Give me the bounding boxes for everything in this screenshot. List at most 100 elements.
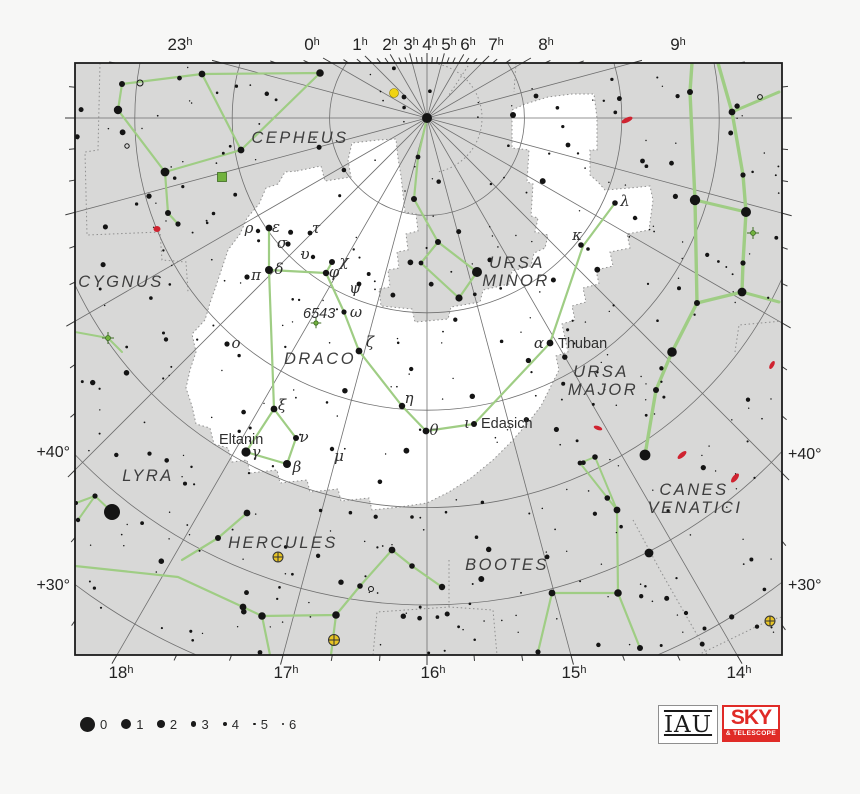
ra-label-top: 7h bbox=[488, 35, 504, 54]
background-star bbox=[731, 273, 734, 276]
background-star bbox=[669, 160, 674, 166]
background-star bbox=[338, 194, 342, 198]
border-tick bbox=[111, 654, 118, 664]
background-star bbox=[592, 511, 598, 516]
background-star bbox=[155, 571, 158, 573]
background-star bbox=[188, 533, 191, 536]
star-greek-label: χ bbox=[338, 252, 349, 270]
background-star bbox=[325, 401, 329, 404]
background-star bbox=[300, 253, 303, 256]
background-star bbox=[683, 610, 689, 616]
background-star bbox=[468, 602, 472, 606]
background-star bbox=[355, 236, 358, 239]
constellation-line bbox=[77, 495, 96, 521]
border-tick bbox=[521, 654, 524, 661]
ra-label-bottom: 16h bbox=[420, 663, 445, 682]
background-star bbox=[735, 488, 738, 490]
background-star bbox=[186, 524, 189, 526]
background-star bbox=[293, 389, 295, 391]
star bbox=[355, 347, 363, 355]
background-star bbox=[511, 105, 513, 107]
background-star bbox=[402, 105, 406, 110]
background-star bbox=[98, 387, 101, 390]
constellation-name-label: CEPHEUS bbox=[251, 129, 348, 147]
border-tick bbox=[436, 57, 439, 64]
background-star bbox=[233, 192, 238, 197]
background-star bbox=[561, 124, 565, 129]
background-star bbox=[215, 162, 218, 164]
background-star bbox=[609, 458, 611, 461]
background-star bbox=[201, 632, 204, 635]
background-star bbox=[708, 445, 710, 447]
star-greek-label: ψ bbox=[349, 279, 361, 297]
background-star bbox=[210, 258, 213, 261]
background-star bbox=[90, 379, 96, 386]
background-star bbox=[456, 229, 462, 235]
background-star bbox=[714, 470, 717, 472]
star-greek-label: ε bbox=[272, 218, 280, 236]
background-star bbox=[149, 296, 153, 300]
magnitude-dot-icon bbox=[157, 720, 165, 728]
background-star bbox=[515, 234, 517, 237]
star-greek-label: ν bbox=[299, 428, 308, 446]
iau-logo-text: IAU bbox=[663, 711, 713, 738]
star bbox=[316, 69, 324, 77]
star bbox=[224, 341, 230, 347]
background-star bbox=[88, 580, 91, 583]
background-star bbox=[645, 139, 647, 142]
star bbox=[577, 460, 583, 466]
background-star bbox=[728, 130, 734, 136]
background-star bbox=[659, 644, 663, 647]
star bbox=[215, 535, 221, 541]
star bbox=[119, 81, 125, 87]
background-star bbox=[453, 317, 458, 322]
star bbox=[329, 446, 335, 452]
star bbox=[310, 254, 316, 260]
background-star bbox=[644, 164, 649, 169]
background-star bbox=[579, 580, 582, 583]
border-tick bbox=[404, 57, 408, 64]
star-greek-label: η bbox=[405, 389, 414, 407]
background-star bbox=[247, 471, 251, 475]
background-star bbox=[236, 626, 239, 628]
star bbox=[104, 504, 120, 520]
dec-label-left: +30° bbox=[36, 577, 70, 594]
magnitude-dot-icon bbox=[222, 722, 227, 726]
star bbox=[471, 421, 477, 427]
background-star bbox=[369, 73, 372, 76]
border-tick bbox=[389, 54, 396, 64]
background-star bbox=[608, 310, 611, 313]
background-star bbox=[396, 385, 398, 388]
ra-label-top: 2h bbox=[382, 35, 398, 54]
border-tick bbox=[398, 57, 402, 64]
background-star bbox=[770, 626, 773, 629]
border-tick bbox=[781, 246, 788, 250]
background-star bbox=[156, 114, 159, 117]
background-star bbox=[248, 426, 252, 430]
background-star bbox=[639, 594, 644, 599]
constellation-line bbox=[536, 508, 620, 654]
globular-cluster-icon bbox=[328, 634, 340, 646]
background-star bbox=[729, 614, 735, 620]
background-star bbox=[120, 533, 123, 536]
star bbox=[265, 224, 273, 232]
background-star bbox=[291, 572, 294, 576]
background-star bbox=[507, 144, 510, 148]
background-star bbox=[474, 535, 479, 539]
background-star bbox=[774, 235, 779, 240]
border-tick bbox=[330, 654, 333, 661]
ra-grid-line bbox=[221, 63, 428, 119]
background-star bbox=[182, 160, 184, 163]
background-star bbox=[376, 546, 379, 549]
background-star bbox=[748, 253, 751, 255]
background-star bbox=[221, 369, 223, 372]
border-tick bbox=[421, 56, 423, 64]
background-star bbox=[602, 99, 606, 103]
background-star bbox=[328, 342, 331, 344]
star bbox=[535, 649, 541, 655]
star bbox=[160, 167, 170, 177]
border-tick bbox=[280, 654, 284, 665]
background-star bbox=[234, 84, 239, 88]
galaxy-icon bbox=[677, 451, 687, 459]
